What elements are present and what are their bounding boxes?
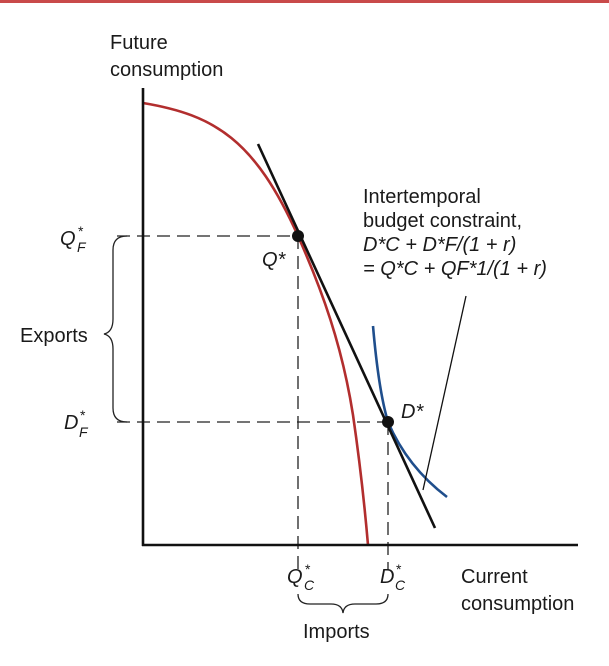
top-rule	[0, 0, 609, 3]
budget-constraint-line	[256, 143, 437, 529]
x-axis-label-line2: consumption	[461, 593, 574, 615]
annotation-line3: D*C + D*F/(1 + r)	[363, 234, 516, 256]
svg-text:F: F	[77, 239, 87, 255]
exports-bracket	[103, 235, 128, 423]
qf-star-tick-label: Q * F	[60, 223, 87, 255]
svg-text:C: C	[395, 577, 406, 593]
imports-label: Imports	[303, 621, 370, 643]
guide-lines	[117, 235, 389, 570]
svg-text:F: F	[79, 424, 89, 440]
svg-text:C: C	[304, 577, 315, 593]
svg-text:Q: Q	[287, 566, 303, 588]
svg-text:*: *	[80, 407, 86, 423]
imports-bracket	[297, 593, 389, 614]
y-axis-label-line2: consumption	[110, 59, 223, 81]
annotation-line1: Intertemporal	[363, 186, 481, 208]
svg-text:*: *	[78, 223, 84, 239]
axes	[141, 88, 578, 547]
d-star-label: D*	[401, 401, 424, 423]
q-star-label: Q*	[262, 249, 287, 271]
x-axis-label-line1: Current	[461, 566, 528, 588]
annotation-line4: = Q*C + QF*1/(1 + r)	[363, 258, 547, 280]
production-point-q-star	[292, 230, 304, 242]
qc-star-tick-label: Q * C	[287, 561, 315, 593]
annotation-line2: budget constraint,	[363, 210, 522, 232]
svg-text:Q: Q	[60, 228, 76, 250]
budget-constraint-annotation: Intertemporal budget constraint, D*C + D…	[363, 186, 547, 280]
exports-label: Exports	[20, 325, 88, 347]
svg-text:*: *	[305, 561, 311, 577]
consumption-point-d-star	[382, 416, 394, 428]
y-axis-label-line1: Future	[110, 32, 168, 54]
df-star-tick-label: D * F	[64, 407, 89, 440]
svg-text:D: D	[380, 566, 394, 588]
dc-star-tick-label: D * C	[380, 561, 406, 593]
svg-text:D: D	[64, 412, 78, 434]
annotation-pointer	[422, 295, 467, 491]
svg-text:*: *	[396, 561, 402, 577]
production-possibility-frontier	[142, 101, 370, 546]
